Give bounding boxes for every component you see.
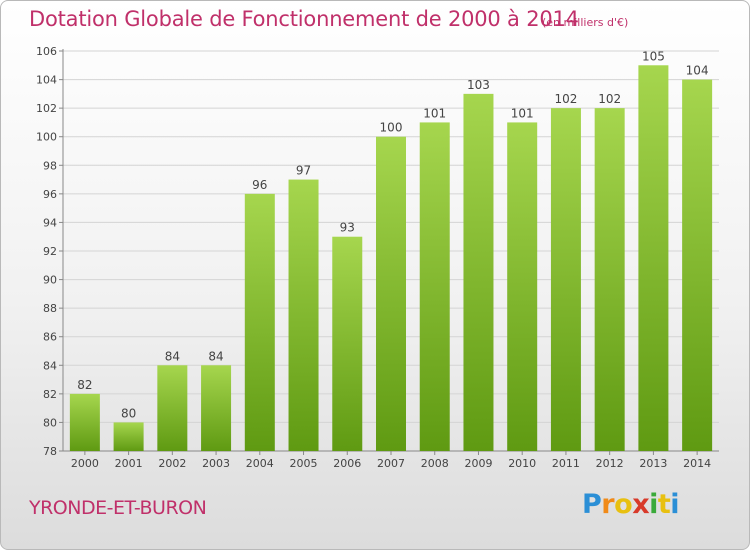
y-tick-label: 80 (43, 416, 57, 429)
bar (113, 422, 144, 451)
logo-letter: o (614, 489, 633, 520)
bar (288, 179, 319, 452)
x-tick-label: 2013 (639, 457, 667, 470)
logo-letter: P (582, 489, 602, 520)
bar-value-label: 80 (121, 406, 136, 420)
bar-value-label: 100 (380, 121, 403, 135)
bar (332, 236, 363, 451)
logo-letter: x (632, 489, 650, 520)
x-tick-label: 2003 (202, 457, 230, 470)
bar (157, 365, 188, 451)
bar-value-label: 103 (467, 78, 490, 92)
bar-value-label: 93 (340, 221, 355, 235)
bar (682, 79, 713, 452)
y-tick-label: 78 (43, 445, 57, 458)
bar (638, 65, 669, 452)
x-tick-label: 2006 (333, 457, 361, 470)
bar-value-label: 102 (598, 92, 621, 106)
bar-value-label: 105 (642, 49, 665, 63)
y-tick-label: 90 (43, 274, 57, 287)
bars (69, 65, 713, 452)
proxiti-logo: Proxiti (582, 489, 680, 520)
town-name: YRONDE-ET-BURON (29, 497, 207, 519)
y-tick-label: 84 (43, 359, 57, 372)
bar-value-label: 97 (296, 164, 311, 178)
chart-title: Dotation Globale de Fonctionnement de 20… (29, 7, 579, 31)
bar (507, 122, 538, 451)
logo-letter: i (649, 489, 658, 520)
y-tick-label: 82 (43, 388, 57, 401)
bar-value-label: 82 (77, 378, 92, 392)
x-tick-label: 2014 (683, 457, 711, 470)
labels: 78 80 82 84 86 88 90 92 94 96 98 100 102 104 106 82 2000… (36, 45, 711, 470)
x-tick-label: 2005 (290, 457, 318, 470)
chart-subtitle: (en milliers d'€) (542, 16, 629, 29)
logo-letter: r (601, 489, 615, 520)
y-tick-label: 102 (36, 102, 57, 115)
x-tick-label: 2001 (115, 457, 143, 470)
y-tick-label: 98 (43, 159, 57, 172)
logo-letter: i (670, 489, 680, 520)
y-tick-label: 100 (36, 131, 57, 144)
y-tick-label: 92 (43, 245, 57, 258)
x-tick-label: 2007 (377, 457, 405, 470)
bar (463, 93, 494, 451)
y-tick-label: 96 (43, 188, 57, 201)
bar-value-label: 101 (511, 106, 534, 120)
bar (376, 136, 406, 451)
bar-value-label: 104 (686, 64, 709, 78)
bar (419, 122, 450, 451)
bar (201, 365, 232, 451)
x-tick-label: 2012 (596, 457, 624, 470)
x-tick-label: 2000 (71, 457, 99, 470)
bar (69, 393, 100, 451)
x-tick-label: 2010 (508, 457, 536, 470)
x-tick-label: 2009 (464, 457, 492, 470)
x-tick-label: 2008 (421, 457, 449, 470)
y-tick-label: 104 (36, 74, 57, 87)
y-tick-label: 86 (43, 331, 57, 344)
x-tick-label: 2004 (246, 457, 274, 470)
bar (244, 193, 275, 451)
y-tick-label: 106 (36, 45, 57, 58)
bar-value-label: 84 (165, 349, 180, 363)
bar (550, 108, 581, 452)
bar-value-label: 84 (208, 349, 223, 363)
bar-value-label: 102 (554, 92, 577, 106)
bar (594, 108, 625, 452)
bar-value-label: 101 (423, 106, 446, 120)
x-tick-label: 2011 (552, 457, 580, 470)
y-tick-label: 94 (43, 216, 57, 229)
logo-letter: t (657, 489, 671, 520)
bar-value-label: 96 (252, 178, 267, 192)
x-tick-label: 2002 (158, 457, 186, 470)
y-tick-label: 88 (43, 302, 57, 315)
